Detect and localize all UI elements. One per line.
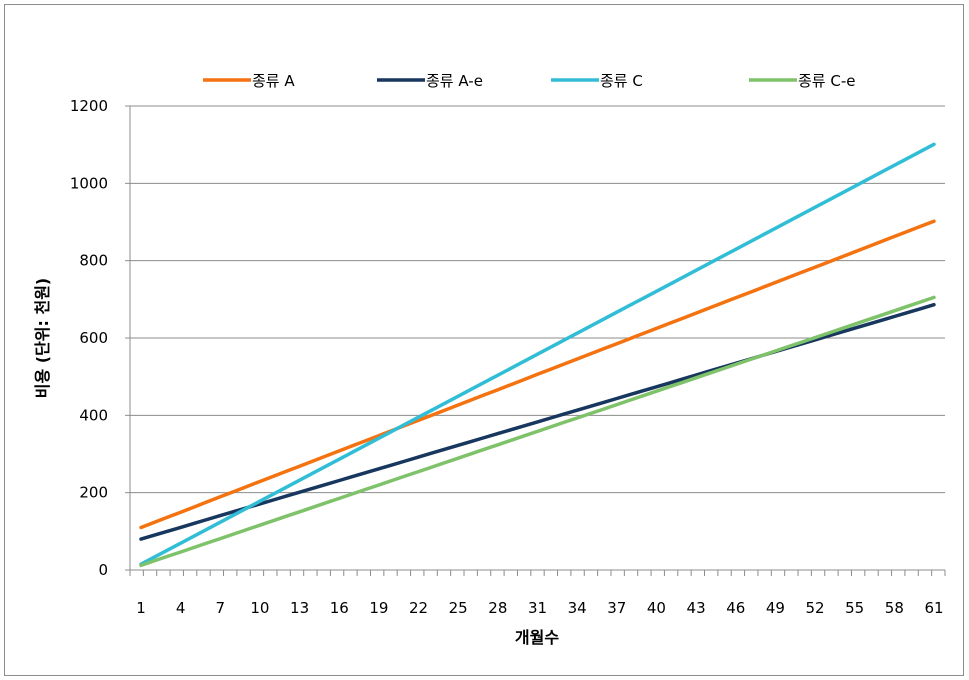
legend-label: 종류 C-e [798, 72, 855, 90]
y-tick-label: 0 [98, 561, 108, 579]
gridlines [130, 105, 945, 494]
y-tick-labels: 0 200 400 600 800 1000 1200 [70, 97, 108, 579]
x-tick-label: 40 [647, 599, 666, 617]
x-tick-label: 46 [726, 599, 745, 617]
x-tick-label: 55 [845, 599, 864, 617]
x-tick-label: 4 [176, 599, 186, 617]
legend: 종류 A 종류 A-e 종류 C 종류 C-e [203, 72, 855, 90]
y-axis-label: 비용 (단위: 천원) [33, 278, 52, 398]
x-tick-label: 19 [369, 599, 388, 617]
y-tick-label: 1000 [70, 174, 108, 192]
x-tick-label: 25 [449, 599, 468, 617]
y-tick-label: 1200 [70, 97, 108, 115]
x-axis-label: 개월수 [515, 628, 559, 647]
x-tick-label: 22 [409, 599, 428, 617]
x-tick-label: 58 [885, 599, 904, 617]
series-line [139, 295, 936, 568]
x-tick-label: 1 [136, 599, 146, 617]
series-lines [139, 142, 936, 568]
x-tick-label: 28 [488, 599, 507, 617]
x-tick-label: 37 [607, 599, 626, 617]
x-tick-labels: 1 4 7 10 13 16 19 22 25 28 31 34 37 40 43 46 49 52 55 58 61 [136, 599, 943, 617]
x-tick-label: 43 [687, 599, 706, 617]
y-tick-label: 800 [79, 252, 108, 270]
x-tick-label: 52 [806, 599, 825, 617]
legend-label: 종류 A-e [426, 72, 483, 90]
series-line [139, 302, 936, 541]
x-tick-label: 7 [216, 599, 226, 617]
series-line [139, 142, 936, 566]
legend-label: 종류 C [600, 72, 643, 90]
y-tick-label: 400 [79, 406, 108, 424]
x-tick-label: 61 [924, 599, 943, 617]
x-tick-label: 31 [528, 599, 547, 617]
x-tick-label: 13 [290, 599, 309, 617]
y-tick-label: 600 [79, 329, 108, 347]
x-tick-label: 49 [766, 599, 785, 617]
x-tick-label: 16 [330, 599, 349, 617]
legend-label: 종류 A [252, 72, 295, 90]
x-tick-label: 34 [568, 599, 587, 617]
axes [125, 105, 946, 576]
series-line [139, 219, 936, 530]
y-tick-label: 200 [79, 484, 108, 502]
x-tick-label: 10 [250, 599, 269, 617]
